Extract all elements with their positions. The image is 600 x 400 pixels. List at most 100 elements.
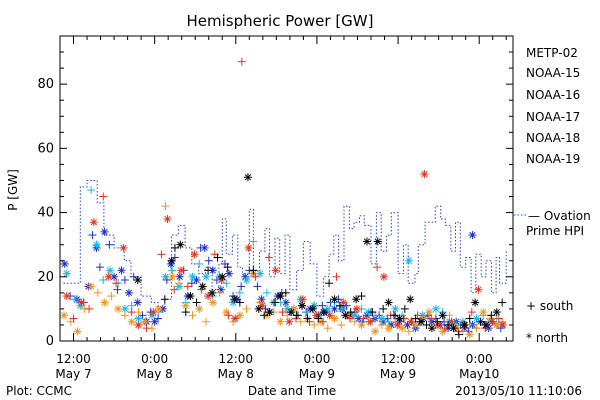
point-metp-02 bbox=[249, 266, 258, 275]
point-metp-02 bbox=[395, 314, 404, 323]
point-noaa-16 bbox=[431, 304, 440, 313]
point-noaa-19 bbox=[224, 311, 233, 320]
point-noaa-18 bbox=[100, 298, 109, 307]
point-noaa-15 bbox=[175, 272, 184, 281]
point-metp-02 bbox=[208, 288, 217, 297]
point-noaa-15 bbox=[330, 304, 339, 313]
point-metp-02 bbox=[390, 311, 399, 320]
point-noaa-19 bbox=[427, 314, 436, 323]
point-noaa-19 bbox=[359, 314, 368, 323]
point-noaa-15 bbox=[117, 266, 126, 275]
x-tick-label-date: May 8 bbox=[218, 367, 254, 381]
point-metp-02 bbox=[292, 311, 301, 320]
x-tick-label-time: 12:00 bbox=[218, 352, 253, 366]
point-metp-02 bbox=[281, 288, 290, 297]
point-metp-02 bbox=[357, 292, 366, 301]
point-noaa-19 bbox=[406, 317, 415, 326]
point-noaa-16 bbox=[222, 279, 231, 288]
point-noaa-18 bbox=[323, 324, 332, 333]
point-noaa-18 bbox=[93, 288, 102, 297]
point-noaa-18 bbox=[310, 320, 319, 329]
point-noaa-15 bbox=[342, 301, 351, 310]
point-noaa-18 bbox=[242, 304, 251, 313]
point-noaa-19 bbox=[440, 324, 449, 333]
point-noaa-15 bbox=[468, 231, 477, 240]
point-noaa-19 bbox=[413, 311, 422, 320]
legend-entry-noaa-17: NOAA-17 bbox=[526, 110, 580, 124]
point-noaa-18 bbox=[296, 317, 305, 326]
point-noaa-15 bbox=[138, 311, 147, 320]
point-noaa-16 bbox=[92, 240, 101, 249]
point-noaa-16 bbox=[404, 256, 413, 265]
point-noaa-15 bbox=[133, 298, 142, 307]
point-noaa-16 bbox=[70, 295, 79, 304]
point-noaa-18 bbox=[154, 304, 163, 313]
point-noaa-18 bbox=[391, 317, 400, 326]
point-noaa-19 bbox=[454, 327, 463, 336]
point-noaa-18 bbox=[357, 320, 366, 329]
point-metp-02 bbox=[325, 279, 334, 288]
point-noaa-18 bbox=[330, 314, 339, 323]
legend-ovation-line2: Prime HPI bbox=[526, 224, 584, 238]
point-metp-02 bbox=[230, 295, 239, 304]
point-noaa-19 bbox=[494, 314, 503, 323]
point-metp-02 bbox=[481, 320, 490, 329]
point-noaa-19 bbox=[190, 250, 199, 259]
point-noaa-15 bbox=[362, 311, 371, 320]
point-metp-02 bbox=[170, 243, 179, 252]
point-noaa-19 bbox=[231, 314, 240, 323]
point-noaa-15 bbox=[129, 272, 138, 281]
y-tick-label: 0 bbox=[46, 334, 54, 349]
point-metp-02 bbox=[411, 314, 420, 323]
point-noaa-15 bbox=[237, 282, 246, 291]
point-metp-02 bbox=[133, 276, 142, 284]
legend-entry-noaa-18: NOAA-18 bbox=[526, 131, 580, 145]
point-metp-02 bbox=[243, 173, 252, 182]
point-metp-02 bbox=[167, 256, 176, 265]
point-noaa-15 bbox=[225, 269, 234, 278]
point-noaa-18 bbox=[174, 279, 183, 288]
point-metp-02 bbox=[406, 295, 415, 304]
x-tick-label-date: May 9 bbox=[299, 367, 335, 381]
ovation-prime-hpi-line bbox=[63, 180, 507, 313]
point-noaa-15 bbox=[60, 259, 69, 268]
chart-title: Hemispheric Power [GW] bbox=[187, 12, 374, 30]
x-tick-label-time: 12:00 bbox=[381, 352, 416, 366]
footer-timestamp: 2013/05/10 11:10:06 bbox=[455, 384, 582, 398]
point-metp-02 bbox=[235, 298, 244, 307]
point-noaa-16 bbox=[120, 304, 129, 313]
x-tick-label-time: 0:00 bbox=[303, 352, 330, 366]
point-metp-02 bbox=[487, 311, 496, 320]
point-noaa-19 bbox=[177, 266, 186, 275]
point-metp-02 bbox=[362, 237, 371, 246]
point-noaa-19 bbox=[498, 320, 507, 329]
point-noaa-15 bbox=[204, 256, 213, 265]
point-noaa-16 bbox=[337, 304, 346, 313]
point-noaa-15 bbox=[318, 301, 327, 310]
footer-plot-source: Plot: CCMC bbox=[6, 384, 72, 398]
point-metp-02 bbox=[160, 295, 169, 304]
point-noaa-18 bbox=[141, 317, 150, 326]
point-metp-02 bbox=[223, 263, 232, 272]
point-noaa-19 bbox=[134, 320, 143, 329]
point-metp-02 bbox=[438, 311, 447, 320]
point-noaa-19 bbox=[285, 317, 294, 326]
x-tick-label-time: 0:00 bbox=[466, 352, 493, 366]
point-metp-02 bbox=[181, 308, 190, 317]
point-noaa-18 bbox=[276, 317, 285, 326]
point-noaa-19 bbox=[373, 263, 382, 272]
point-noaa-19 bbox=[157, 250, 166, 259]
point-noaa-15 bbox=[124, 288, 133, 297]
point-metp-02 bbox=[427, 324, 436, 333]
point-noaa-15 bbox=[192, 276, 201, 284]
plot-frame bbox=[59, 35, 514, 342]
point-metp-02 bbox=[287, 308, 296, 317]
point-noaa-19 bbox=[346, 314, 355, 323]
point-noaa-18 bbox=[445, 311, 454, 320]
point-metp-02 bbox=[298, 301, 307, 310]
point-metp-02 bbox=[454, 330, 463, 339]
point-noaa-16 bbox=[256, 269, 265, 278]
point-metp-02 bbox=[400, 304, 409, 313]
point-metp-02 bbox=[319, 308, 328, 317]
